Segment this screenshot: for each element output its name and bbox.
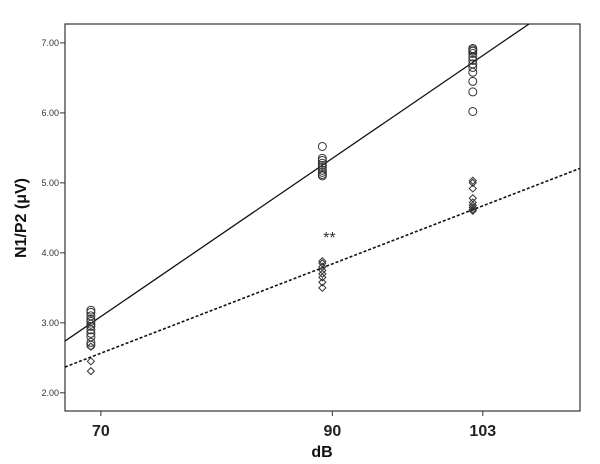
data-point-circle [317,160,327,170]
data-point-diamond [318,273,327,282]
data-point-circle [86,305,96,315]
data-point-circle [86,340,96,350]
data-point-circle [468,48,478,58]
data-point-diamond [86,357,96,366]
y-tick-label: 7.00 [41,38,59,48]
data-point-circle [468,87,478,97]
y-tick-label: 2.00 [41,388,59,398]
data-point-circle [468,67,478,77]
data-point-diamond [468,201,477,210]
data-point-circle [317,171,327,181]
x-axis-label: dB [311,444,332,461]
plot-frame [64,23,581,412]
data-point-circle [317,158,327,168]
data-point-circle [317,141,327,151]
y-tick-label: 4.00 [41,248,59,258]
y-tick-label: 6.00 [41,108,59,118]
x-tick-label: 70 [92,423,110,440]
data-point-circle [468,106,478,116]
data-point-diamond [318,257,327,266]
data-point-circle [86,314,96,324]
data-point-circle [86,325,96,335]
data-point-circle [317,167,327,177]
data-point-diamond [86,366,96,376]
x-tick-label: 90 [323,423,341,440]
data-point-circle [86,321,96,331]
data-point-diamond [468,203,477,212]
data-point-diamond [318,269,327,279]
data-point-circle [317,155,327,165]
data-point-diamond [86,342,96,351]
x-tick-label: 103 [469,423,496,440]
data-point-circle [86,307,96,317]
data-point-circle [86,328,96,338]
data-point-diamond [318,278,327,287]
data-point-circle [468,55,478,65]
data-point-diamond [318,283,327,293]
data-point-circle [468,52,478,62]
data-point-circle [86,319,96,329]
data-point-circle [468,76,478,86]
data-point-diamond [468,205,477,214]
y-tick-label: 5.00 [41,178,59,188]
fit-line-1 [64,23,530,342]
data-point-circle [468,46,478,56]
data-point-circle [317,165,327,175]
data-point-circle [468,62,478,72]
significance-annotation: ** [323,230,335,247]
data-point-diamond [468,206,477,216]
data-point-circle [86,337,96,347]
data-point-circle [317,153,327,163]
y-tick-label: 3.00 [41,318,59,328]
y-axis-label: N1/P2 (μV) [13,178,30,258]
data-point-diamond [468,184,477,193]
data-point-diamond [468,178,477,188]
